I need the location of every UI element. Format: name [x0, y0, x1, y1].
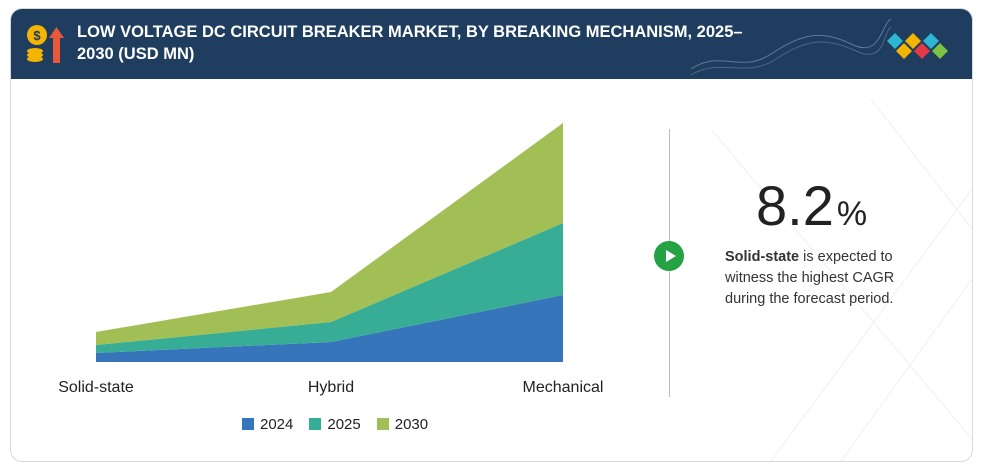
header-bar: $ LOW VOLTAGE DC CIRCUIT BREAKER MARKET,… — [11, 9, 972, 79]
legend-item-2025: 2025 — [309, 415, 361, 433]
highlight-segment: Solid-state — [725, 249, 800, 265]
legend-label-2030: 2030 — [394, 415, 429, 433]
x-tick-label-hybrid: Hybrid — [308, 379, 354, 396]
decorative-waves — [691, 18, 891, 76]
cagr-unit: % — [836, 195, 868, 233]
cagr-value: 8.2% — [756, 175, 867, 245]
area-series-2024 — [96, 295, 563, 362]
highlight-text: is expected to witness the highest CAGR … — [725, 249, 895, 307]
legend-swatch-2030 — [376, 418, 389, 430]
area-series-2030 — [96, 123, 563, 345]
area-chart: Solid-state Hybrid Mechanical — [58, 98, 972, 461]
chart-title: LOW VOLTAGE DC CIRCUIT BREAKER MARKET, B… — [77, 23, 743, 63]
legend: 2024 2025 2030 — [242, 413, 428, 435]
legend-item-2030: 2030 — [376, 415, 429, 433]
decorative-background-lines — [710, 98, 972, 461]
svg-text:$: $ — [33, 28, 41, 43]
legend-label-2024: 2024 — [260, 415, 294, 433]
dollar-coins-growth-icon: $ — [27, 25, 64, 63]
x-tick-label-solid-state: Solid-state — [58, 379, 134, 396]
legend-label-2025: 2025 — [327, 415, 361, 433]
diamond-logo-icon — [887, 33, 948, 59]
play-icon — [654, 241, 684, 271]
legend-item-2024: 2024 — [242, 416, 293, 433]
x-tick-label-mechanical: Mechanical — [523, 379, 604, 396]
infographic-card: $ LOW VOLTAGE DC CIRCUIT BREAKER MARKET,… — [10, 8, 973, 462]
cagr-description: Solid-state is expected to witness the h… — [725, 247, 925, 310]
cagr-number: 8.2 — [756, 174, 834, 237]
area-series-2025 — [96, 223, 563, 353]
legend-swatch-2024 — [242, 418, 254, 430]
legend-swatch-2025 — [309, 418, 322, 430]
